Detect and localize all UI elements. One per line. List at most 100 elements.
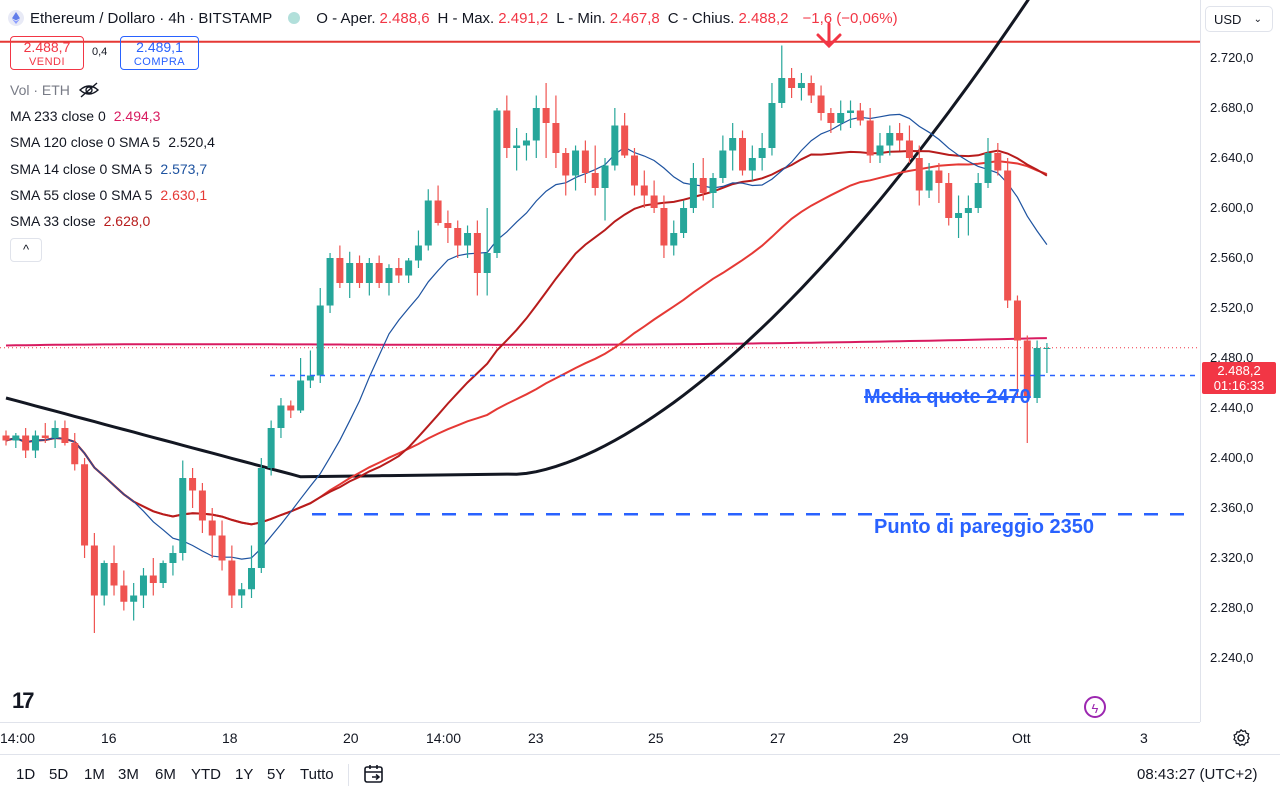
candle-body [513,145,521,148]
eye-hidden-icon[interactable] [78,82,100,98]
indicator-row[interactable]: MA 233 close 0 2.494,3 [10,108,160,124]
price-tick-label: 2.600,0 [1210,200,1254,215]
candle-body [522,140,530,146]
buy-price: 2.489,1 [136,39,183,55]
candle-body [110,563,118,586]
candle-body [827,113,835,123]
price-tick-label: 2.480,0 [1210,350,1254,365]
ma120-line [5,0,1030,479]
candle-body [729,138,737,151]
timeframe-button[interactable]: Tutto [300,766,334,783]
price-chart[interactable] [0,0,1200,722]
candle-body [198,490,206,521]
ohlc-label: L - Min. [556,9,606,27]
sell-price: 2.488,7 [23,39,71,55]
candle-body [287,405,295,411]
candle-body [591,173,599,188]
timeframe-button[interactable]: 1M [84,766,105,783]
candle-body [356,263,364,283]
flash-icon[interactable]: ϟ [1084,696,1106,718]
candle-body [444,223,452,228]
candle-body [405,260,413,276]
time-label: 27 [770,730,786,746]
tradingview-logo[interactable]: 17 [12,688,35,713]
price-tick-label: 2.440,0 [1210,400,1254,415]
indicator-name: SMA 33 close [10,213,96,230]
candle-body [130,595,138,602]
candle-body [326,258,334,306]
toolbar-divider [348,764,349,786]
currency-selector[interactable]: USD ⌄ [1205,6,1273,32]
ohlc-values: O - Aper. 2.488,6 H - Max. 2.491,2 L - Min. 2… [316,10,796,27]
sma33-line [5,149,1048,526]
ohlc-value: 2.467,8 [609,9,660,27]
utc-clock[interactable]: 08:43:27 (UTC+2) [1137,766,1258,783]
candle-body [493,110,501,253]
candle-body [640,185,648,196]
candle-body [670,233,678,246]
candle-body [306,375,314,381]
candle-body [915,158,923,191]
candle-body [847,110,855,113]
last-price: 2.488,2 [1217,363,1261,378]
chart-area[interactable] [0,0,1200,722]
sma55-line [5,160,1048,526]
indicator-row[interactable]: SMA 120 close 0 SMA 5 2.520,4 [10,134,215,150]
timeframe-button[interactable]: 1Y [235,766,254,783]
indicator-value: 2.494,3 [113,108,161,124]
price-tick-label: 2.280,0 [1210,600,1254,615]
gear-icon[interactable] [1232,729,1250,747]
time-axis[interactable] [0,722,1200,755]
time-label: 3 [1140,730,1148,746]
candle-body [473,233,481,273]
symbol-title[interactable]: Ethereum / Dollaro · 4h · BITSTAMP [30,9,273,27]
candle-body [238,589,246,596]
timeframe-button[interactable]: 5D [49,766,69,783]
time-label: 14:00 [0,730,36,746]
candle-body [424,200,432,246]
candle-body [630,155,638,186]
candle-body [169,553,177,563]
candle-body [464,233,472,246]
candle-body [689,178,697,208]
candle-body [807,83,815,96]
candle-body [562,153,570,176]
chevron-up-icon: ^ [22,242,30,257]
timeframe-button[interactable]: 1D [16,766,36,783]
time-label: 20 [343,730,359,746]
ohlc-value: 2.488,2 [738,9,789,27]
indicator-row[interactable]: SMA 33 close 2.628,0 [10,213,150,229]
candle-body [856,110,864,121]
price-axis[interactable] [1200,0,1280,722]
indicator-name: SMA 55 close 0 SMA 5 [10,186,153,203]
timeframe-button[interactable]: YTD [191,766,221,783]
collapse-legend-button[interactable]: ^ [10,238,42,262]
spread-value: 0,4 [92,46,108,58]
calendar-goto-icon[interactable] [362,762,386,786]
sell-button[interactable]: 2.488,7 VENDI [10,36,84,70]
timeframe-button[interactable]: 5Y [267,766,286,783]
candle-body [316,305,324,376]
volume-indicator[interactable]: Vol · ETH [10,82,100,98]
candle-body [90,545,98,596]
chevron-down-icon: ⌄ [1253,14,1262,25]
timeframe-button[interactable]: 6M [155,766,176,783]
indicator-row[interactable]: SMA 55 close 0 SMA 5 2.630,1 [10,187,207,203]
down-arrow-icon [816,22,842,49]
timeframe-button[interactable]: 3M [118,766,139,783]
candle-body [817,95,825,113]
buy-button[interactable]: 2.489,1 COMPRA [120,36,199,70]
sell-label: VENDI [28,56,66,68]
indicator-row[interactable]: SMA 14 close 0 SMA 5 2.573,7 [10,161,207,177]
candle-body [748,158,756,171]
indicator-value: 2.520,4 [168,134,215,151]
candle-body [414,245,422,261]
indicator-value: 2.628,0 [103,213,151,230]
candle-body [12,435,20,441]
candle-body [277,405,285,428]
ma233-line [5,337,1047,347]
candle-body [218,535,226,561]
candle-body [650,195,658,208]
currency-label: USD [1214,12,1242,27]
candle-body [375,263,383,283]
